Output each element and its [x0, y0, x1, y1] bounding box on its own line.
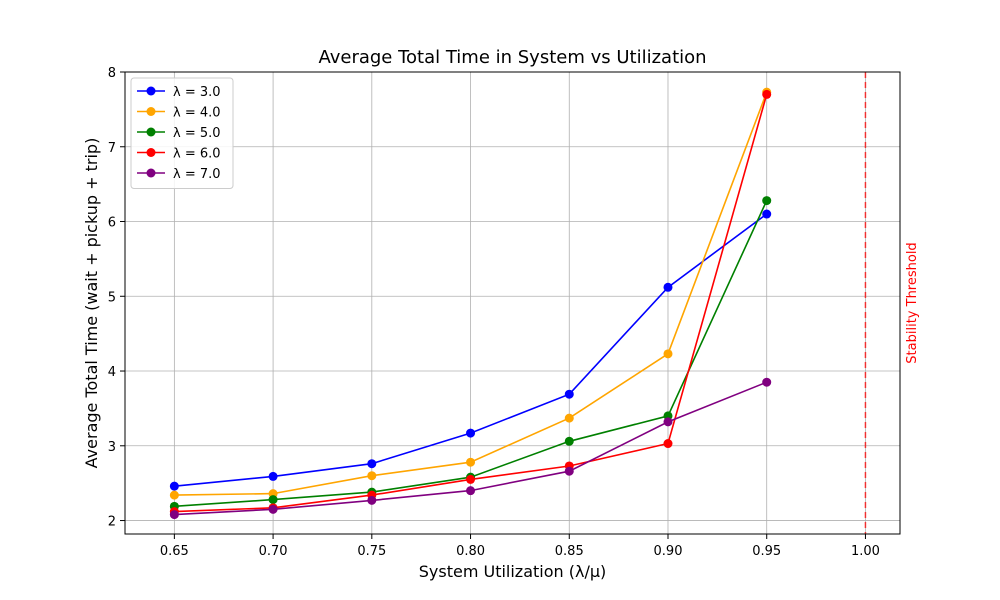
- legend-entry-label: λ = 3.0: [173, 85, 221, 100]
- data-point: [268, 495, 278, 505]
- legend-entry-label: λ = 6.0: [173, 147, 221, 162]
- data-point: [466, 457, 476, 467]
- data-point: [367, 459, 377, 469]
- legend-swatch-marker: [146, 127, 156, 137]
- data-point: [367, 471, 377, 481]
- data-point: [663, 417, 673, 427]
- data-point: [169, 510, 179, 520]
- legend-swatch-marker: [146, 168, 156, 178]
- data-point: [564, 466, 574, 476]
- x-axis-label: System Utilization (λ/μ): [419, 562, 607, 581]
- x-tick-label: 0.85: [555, 544, 584, 559]
- legend-entry-label: λ = 4.0: [173, 106, 221, 121]
- data-point: [268, 471, 278, 481]
- legend-swatch-marker: [146, 86, 156, 96]
- x-tick-label: 0.75: [357, 544, 386, 559]
- plot-frame: [124, 71, 901, 535]
- y-tick-label: 8: [108, 66, 116, 81]
- data-point: [762, 89, 772, 99]
- data-point: [663, 439, 673, 449]
- data-point: [367, 495, 377, 505]
- legend-entry-label: λ = 5.0: [173, 126, 221, 141]
- x-tick-label: 0.90: [654, 544, 683, 559]
- legend-entry-label: λ = 7.0: [173, 167, 221, 182]
- data-point: [564, 389, 574, 399]
- y-tick-label: 3: [108, 440, 116, 455]
- y-tick-label: 2: [108, 515, 116, 530]
- x-tick-label: 0.70: [259, 544, 288, 559]
- data-point: [663, 282, 673, 292]
- data-point: [169, 490, 179, 500]
- data-point: [466, 428, 476, 438]
- data-point: [762, 196, 772, 206]
- data-point: [466, 486, 476, 496]
- y-axis-label: Average Total Time (wait + pickup + trip…: [82, 138, 101, 469]
- series-group: [169, 87, 772, 520]
- x-tick-label: 1.00: [851, 544, 880, 559]
- ticks: 0.65 0.70 0.75 0.80 0.85 0.90 0.95 1.00 2 3 4 5 6 7 8: [108, 66, 880, 559]
- x-tick-label: 0.80: [456, 544, 485, 559]
- y-tick-label: 4: [108, 365, 116, 380]
- chart-title: Average Total Time in System vs Utilizat…: [318, 47, 706, 68]
- legend: λ = 3.0 λ = 4.0 λ = 5.0 λ = 6.0 λ = 7.0: [130, 77, 234, 189]
- y-tick-label: 7: [108, 141, 116, 156]
- data-point: [663, 349, 673, 359]
- data-point: [466, 474, 476, 484]
- legend-swatch-marker: [146, 107, 156, 116]
- data-point: [564, 413, 574, 423]
- legend-swatch-marker: [146, 148, 156, 157]
- legend-box: [130, 77, 234, 189]
- x-tick-label: 0.95: [752, 544, 781, 559]
- data-point: [268, 504, 278, 514]
- x-tick-label: 0.65: [160, 544, 189, 559]
- y-tick-label: 5: [108, 290, 116, 305]
- stability-threshold-label: Stability Threshold: [905, 242, 920, 363]
- data-point: [762, 209, 772, 219]
- data-point: [169, 481, 179, 491]
- y-tick-label: 6: [108, 216, 116, 231]
- data-point: [564, 436, 574, 446]
- data-point: [762, 377, 772, 387]
